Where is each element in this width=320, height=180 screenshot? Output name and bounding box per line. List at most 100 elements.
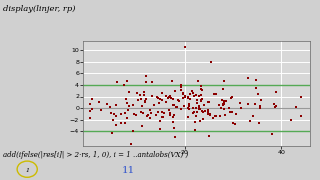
Point bbox=[143, 98, 148, 101]
Point bbox=[205, 111, 211, 114]
Point bbox=[167, 113, 172, 116]
Point bbox=[220, 104, 226, 107]
Point bbox=[257, 122, 262, 124]
Point bbox=[175, 98, 180, 101]
Point bbox=[156, 102, 162, 105]
Point bbox=[221, 100, 227, 103]
Point bbox=[199, 97, 204, 100]
Point bbox=[110, 132, 115, 134]
Point bbox=[188, 92, 193, 95]
Point bbox=[99, 109, 104, 111]
Point bbox=[141, 90, 147, 93]
Point bbox=[129, 143, 134, 145]
Point bbox=[229, 111, 234, 114]
Point bbox=[200, 88, 205, 91]
Point bbox=[168, 97, 173, 100]
Point bbox=[165, 96, 171, 99]
Point bbox=[219, 99, 224, 102]
Point bbox=[219, 106, 224, 109]
Point bbox=[159, 116, 164, 119]
Point bbox=[238, 106, 243, 109]
Point bbox=[257, 107, 262, 109]
Point bbox=[111, 119, 116, 122]
Point bbox=[122, 84, 127, 87]
Point bbox=[194, 94, 199, 97]
Point bbox=[259, 99, 264, 102]
Point bbox=[143, 75, 148, 78]
Point bbox=[237, 101, 243, 104]
Point bbox=[126, 104, 132, 107]
Point bbox=[298, 95, 303, 98]
Point bbox=[151, 103, 156, 106]
Point bbox=[104, 102, 109, 105]
Point bbox=[155, 96, 160, 99]
Point bbox=[181, 92, 186, 95]
Point bbox=[179, 88, 184, 91]
Point bbox=[199, 84, 204, 87]
Point bbox=[170, 104, 175, 107]
Point bbox=[253, 78, 258, 81]
Point bbox=[185, 95, 190, 98]
Point bbox=[171, 121, 176, 124]
Point bbox=[192, 128, 197, 131]
Point bbox=[171, 114, 176, 117]
Point bbox=[124, 79, 129, 82]
Point bbox=[158, 128, 163, 130]
Point bbox=[213, 92, 219, 95]
Point bbox=[293, 105, 299, 108]
Point bbox=[197, 108, 203, 111]
Point bbox=[179, 86, 184, 89]
Point bbox=[118, 113, 123, 116]
Point bbox=[222, 80, 227, 83]
Point bbox=[160, 98, 165, 101]
Point bbox=[182, 46, 187, 49]
Point bbox=[177, 99, 182, 102]
Point bbox=[195, 101, 200, 104]
Point bbox=[229, 97, 234, 100]
Point bbox=[217, 103, 222, 106]
Point bbox=[200, 117, 205, 120]
Point bbox=[206, 134, 212, 137]
Point bbox=[245, 76, 250, 79]
Point bbox=[114, 104, 119, 107]
Point bbox=[196, 94, 202, 97]
Point bbox=[88, 116, 93, 119]
Point bbox=[187, 98, 192, 101]
Point bbox=[197, 105, 202, 108]
Point bbox=[161, 115, 166, 118]
Point bbox=[191, 112, 196, 115]
Point bbox=[156, 110, 161, 113]
Point bbox=[258, 105, 263, 108]
Point bbox=[231, 122, 236, 124]
Point bbox=[153, 113, 158, 116]
Point bbox=[149, 95, 155, 98]
Point bbox=[144, 114, 149, 117]
Point bbox=[192, 95, 197, 98]
Point bbox=[190, 91, 196, 94]
Point bbox=[186, 103, 191, 105]
Point bbox=[171, 98, 176, 100]
Point bbox=[171, 116, 176, 119]
Point bbox=[273, 90, 278, 93]
Point bbox=[168, 112, 173, 115]
Point bbox=[207, 113, 212, 116]
Point bbox=[179, 107, 184, 110]
Point bbox=[187, 104, 192, 107]
Point bbox=[123, 111, 128, 114]
Point bbox=[205, 101, 210, 104]
Point bbox=[148, 112, 153, 115]
Point bbox=[224, 99, 229, 102]
Point bbox=[113, 124, 118, 127]
Point bbox=[158, 98, 163, 100]
Point bbox=[220, 87, 225, 90]
Point bbox=[140, 125, 145, 128]
Point bbox=[212, 115, 218, 118]
Point bbox=[124, 101, 130, 104]
Point bbox=[122, 122, 127, 125]
Point bbox=[232, 123, 237, 125]
Point bbox=[147, 109, 152, 112]
Point bbox=[143, 99, 148, 102]
Point bbox=[187, 107, 192, 110]
Point bbox=[133, 114, 138, 117]
Point bbox=[123, 98, 128, 100]
